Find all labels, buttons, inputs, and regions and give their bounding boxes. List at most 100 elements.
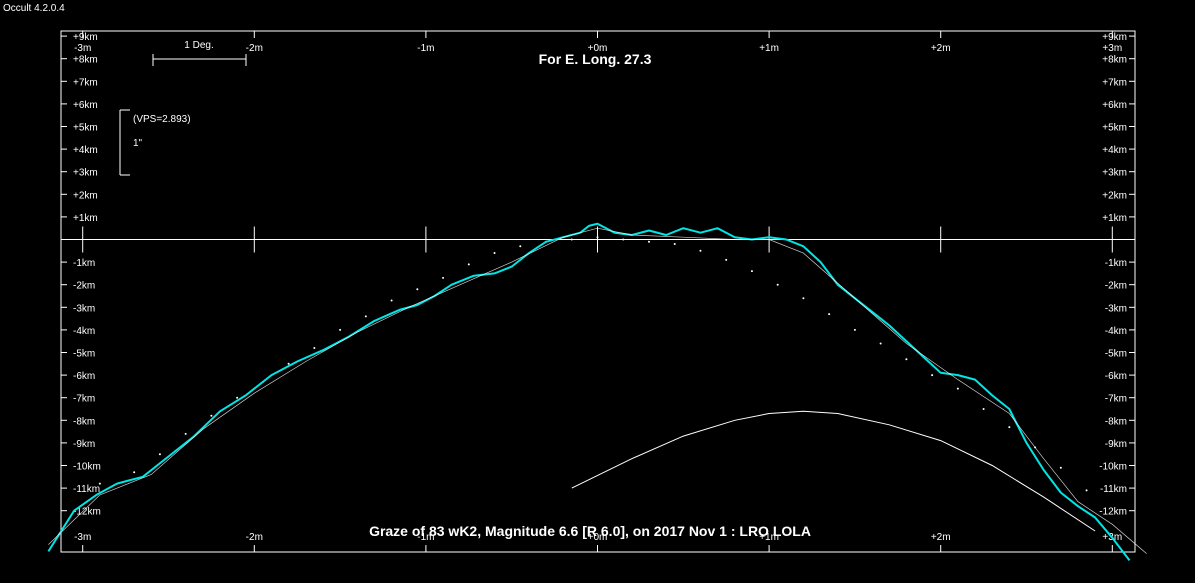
y-tick-label-right: -10km — [1099, 462, 1127, 473]
y-tick-label-right: +3km — [1102, 168, 1127, 179]
limb-arc-line — [571, 410, 1096, 532]
y-tick-label-right: +4km — [1102, 145, 1127, 156]
limit-dot — [390, 299, 393, 302]
lunar-limb-profile-line — [47, 222, 1131, 562]
y-tick-labels-group: +9km +9km +8km +8km +7km +7km +6km +6km +5km +5km… — [73, 32, 1127, 518]
window-title: Occult 4.2.0.4 — [3, 3, 65, 14]
limit-dot — [622, 238, 625, 241]
limit-dot — [853, 328, 856, 331]
limit-dot — [519, 245, 522, 248]
y-tick-label-right: -2km — [1105, 281, 1127, 292]
limit-dot — [905, 358, 908, 361]
limit-dot — [442, 276, 445, 279]
limit-dot — [828, 313, 831, 316]
limit-dot — [570, 238, 573, 241]
vps-label: (VPS=2.893) — [133, 114, 191, 125]
limit-dot — [699, 249, 702, 252]
y-tick-label-right: +1km — [1102, 213, 1127, 224]
x-tick-label-bottom: +1m — [759, 532, 779, 543]
x-tick-label-top: +2m — [931, 43, 951, 54]
limit-dot — [596, 236, 599, 239]
x-tick-label-bottom: -3m — [74, 532, 91, 543]
limit-dot — [364, 315, 367, 318]
y-tick-label-right: -8km — [1105, 416, 1127, 427]
limit-dot — [287, 362, 290, 365]
y-tick-label-right: +8km — [1102, 55, 1127, 66]
y-tick-label-right: +6km — [1102, 100, 1127, 111]
degree-scale-bar: 1 Deg. — [152, 40, 247, 66]
y-tick-label-left: +2km — [73, 190, 98, 201]
series-group — [47, 222, 1147, 562]
limit-dot — [647, 240, 650, 243]
y-tick-label-right: -5km — [1105, 349, 1127, 360]
y-tick-label-left: -11km — [73, 484, 100, 495]
vps-scale-bar: (VPS=2.893) 1" — [119, 109, 191, 176]
y-tick-label-right: -3km — [1105, 303, 1127, 314]
limit-dot — [236, 396, 239, 399]
y-tick-label-left: +4km — [73, 145, 98, 156]
y-tick-label-left: -7km — [73, 394, 95, 405]
limit-dot — [879, 342, 882, 345]
graze-caption: Graze of 83 wK2, Magnitude 6.6 [R 6.0], … — [369, 523, 811, 539]
y-tick-label-left: +6km — [73, 100, 98, 111]
limit-dot — [776, 283, 779, 286]
axis-ticks-group — [61, 31, 1135, 552]
y-tick-label-right: -12km — [1099, 507, 1127, 518]
y-tick-label-right: +7km — [1102, 77, 1127, 88]
limit-dot — [416, 288, 419, 291]
y-tick-label-left: +1km — [73, 213, 98, 224]
vps-bar-label: 1" — [133, 138, 143, 149]
y-tick-label-right: +5km — [1102, 123, 1127, 134]
y-tick-label-right: -4km — [1105, 326, 1127, 337]
x-tick-label-bottom: +0m — [588, 532, 608, 543]
y-tick-label-right: -1km — [1105, 258, 1127, 269]
x-tick-label-bottom: +2m — [931, 532, 951, 543]
limit-dot — [1085, 489, 1088, 492]
limit-dot — [184, 432, 187, 435]
y-tick-label-left: -12km — [73, 507, 101, 518]
x-tick-label-top: +3m — [1102, 43, 1122, 54]
x-tick-label-top: -2m — [246, 43, 263, 54]
chart-title: For E. Long. 27.3 — [539, 51, 652, 67]
y-tick-label-left: +9km — [73, 32, 98, 43]
limit-dot — [158, 453, 161, 456]
y-tick-label-left: -3km — [73, 303, 95, 314]
y-tick-label-left: -1km — [73, 258, 95, 269]
y-tick-label-right: -11km — [1100, 484, 1127, 495]
x-tick-label-bottom: -1m — [417, 532, 434, 543]
x-tick-label-top: -1m — [417, 43, 434, 54]
y-tick-label-right: -9km — [1105, 439, 1127, 450]
scale-bar-label: 1 Deg. — [184, 40, 213, 51]
y-tick-label-left: -5km — [73, 349, 95, 360]
smoothed-profile-line — [48, 227, 1147, 554]
y-tick-label-left: +7km — [73, 77, 98, 88]
limit-dot — [493, 252, 496, 255]
limit-dot — [982, 408, 985, 410]
y-tick-label-left: +5km — [73, 123, 98, 134]
limit-dot — [931, 374, 934, 377]
y-tick-label-right: +9km — [1102, 32, 1127, 43]
y-tick-label-left: -2km — [73, 281, 95, 292]
y-tick-label-left: +8km — [73, 55, 98, 66]
limit-dot — [802, 297, 805, 300]
y-tick-label-left: +3km — [73, 168, 98, 179]
limit-dot — [1008, 426, 1011, 429]
limit-dot — [210, 414, 213, 417]
limit-dot — [956, 387, 959, 390]
y-tick-label-left: -10km — [73, 462, 101, 473]
y-tick-label-right: -6km — [1105, 371, 1127, 382]
limit-dot — [313, 346, 316, 349]
limit-dot — [725, 258, 728, 261]
x-tick-label-top: -3m — [74, 43, 91, 54]
y-tick-label-right: -7km — [1105, 394, 1127, 405]
y-tick-label-left: -8km — [73, 416, 95, 427]
limit-dot — [133, 471, 136, 474]
limit-dot — [339, 328, 342, 331]
limit-dot — [98, 482, 101, 485]
limit-dot — [750, 270, 753, 273]
y-tick-label-left: -4km — [73, 326, 95, 337]
x-tick-label-top: +1m — [759, 43, 779, 54]
x-tick-label-bottom: -2m — [246, 532, 263, 543]
